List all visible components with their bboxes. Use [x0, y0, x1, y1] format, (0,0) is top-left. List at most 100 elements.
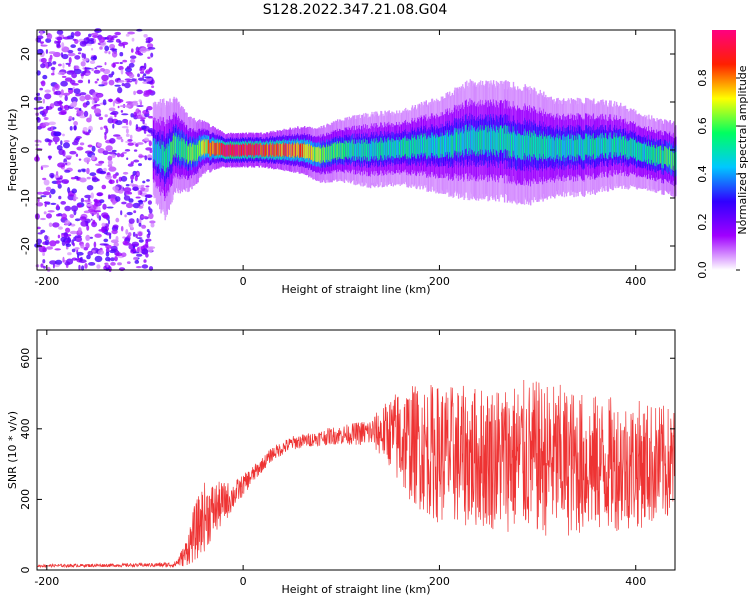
spectrogram-noise-blob: [55, 259, 63, 265]
spectrogram-noise-blob: [84, 194, 92, 199]
spectrogram-noise-blob: [119, 153, 125, 158]
spectrogram-noise-blobs: [33, 28, 156, 272]
x-tick-label: 400: [625, 275, 646, 288]
spectrogram-ridge-cell: [165, 144, 168, 169]
spectrogram-noise-blob: [145, 90, 154, 94]
spectrogram-noise-blob: [106, 40, 114, 43]
spectrogram-noise-blob: [110, 262, 116, 266]
spectrogram-noise-blob: [91, 177, 99, 183]
spectrogram-ridge-cell: [364, 142, 366, 160]
spectrogram-noise-blob: [87, 144, 93, 148]
spectrogram-noise-blob: [88, 129, 91, 134]
spectrogram-noise-blob: [112, 202, 116, 205]
spectrogram-noise-blob: [144, 76, 152, 79]
spectrogram-noise-blob: [54, 174, 59, 180]
spectrogram-noise-blob: [71, 83, 79, 86]
spectrogram-noise-blob: [103, 238, 109, 243]
spectrogram-ridge-cell: [413, 136, 416, 156]
spectrogram-noise-blob: [80, 73, 85, 77]
spectrogram-ridge-cell: [266, 143, 269, 156]
spectrogram-ridge-cell: [465, 125, 467, 150]
spectrogram-noise-blob: [94, 67, 98, 70]
spectrogram-noise-blob: [58, 111, 67, 115]
spectrogram-noise-blob: [42, 177, 47, 181]
spectrogram-noise-blob: [147, 157, 152, 161]
spectrogram-noise-blob: [145, 194, 153, 199]
spectrogram-noise-blob: [60, 201, 66, 205]
colorbar: 0.0 0.2 0.4 0.6 0.8 Normalized spectral ampl…: [696, 30, 749, 279]
spectrogram-noise-blob: [110, 257, 115, 262]
spectrogram-noise-blob: [52, 136, 60, 143]
spectrogram-noise-blob: [117, 98, 124, 103]
spectrogram-noise-blob: [50, 66, 56, 71]
spectrogram-ridge-cell: [490, 127, 493, 152]
spectrogram-noise-blob: [141, 264, 149, 269]
spectrogram-noise-blob: [57, 71, 66, 76]
spectrogram-ridge-cell: [272, 142, 274, 155]
spectrogram-noise-blob: [137, 189, 140, 196]
spectrogram-noise-blob: [49, 194, 52, 199]
spectrogram-noise-blob: [82, 169, 86, 173]
spectrogram-noise-blob: [48, 155, 51, 161]
spectrogram-noise-blob: [109, 112, 116, 115]
spectrogram-noise-blob: [57, 162, 66, 168]
spectrogram-noise-blob: [120, 225, 124, 232]
spectrogram-noise-blob: [93, 198, 98, 203]
spectrogram-ridge-cell: [173, 133, 175, 155]
spectrogram-noise-blob: [116, 152, 121, 158]
spectrogram-noise-blob: [65, 246, 69, 250]
spectrogram-noise-blob: [48, 142, 52, 146]
spectrogram-noise-blob: [85, 234, 91, 241]
spectrogram-noise-blob: [104, 134, 107, 140]
spectrogram-ridge-cell: [206, 139, 208, 154]
spectrogram-noise-blob: [133, 111, 137, 118]
spectrogram-noise-blob: [46, 213, 52, 219]
spectrogram-noise-blob: [104, 45, 110, 52]
spectrogram-noise-blob: [108, 51, 111, 55]
spectrogram-noise-blob: [132, 186, 139, 192]
spectrogram-noise-blob: [97, 249, 104, 255]
spectrogram-noise-blob: [61, 75, 67, 78]
spectrogram-noise-blob: [122, 151, 127, 154]
spectrogram-noise-blob: [50, 126, 54, 132]
colorbar-label: Normalized spectral amplitude: [736, 65, 749, 234]
spectrogram-noise-blob: [121, 252, 127, 257]
spectrogram-ridge-cell: [261, 145, 263, 157]
spectrogram-noise-blob: [95, 163, 103, 166]
spectrogram-noise-blob: [90, 56, 97, 61]
spectrogram-ridge-cell: [167, 143, 170, 167]
spectrogram-noise-blob: [57, 234, 61, 239]
spectrogram-noise-blob: [117, 262, 122, 266]
spectrogram-noise-blob: [120, 210, 123, 216]
spectrogram-noise-blob: [77, 169, 82, 173]
spectrogram-noise-blob: [90, 218, 93, 221]
spectrogram-noise-blob: [65, 243, 72, 247]
spectrogram-noise-blob: [76, 203, 82, 208]
spectrogram-noise-blob: [64, 77, 73, 82]
spectrogram-noise-blob: [138, 155, 146, 158]
spectrogram-noise-blob: [56, 180, 61, 185]
spectrogram-noise-blob: [69, 230, 78, 235]
spectrogram-noise-blob: [40, 63, 46, 69]
spectrogram-noise-blob: [86, 167, 90, 175]
spectrogram-y-ticks: -20 -10 0 10 20: [19, 47, 675, 255]
spectrogram-x-label: Height of straight line (km): [281, 283, 430, 296]
spectrogram-noise-blob: [143, 200, 146, 203]
spectrogram-noise-blob: [37, 197, 40, 203]
spectrogram-ridge-cell: [263, 143, 265, 156]
spectrogram-noise-blob: [96, 65, 103, 68]
spectrogram-noise-blob: [114, 31, 121, 36]
spectrogram-noise-blob: [46, 246, 53, 250]
y-tick-label: 10: [19, 95, 32, 109]
spectrogram-noise-blob: [135, 124, 139, 130]
spectrogram-noise-blob: [131, 78, 136, 82]
spectrogram-noise-blob: [96, 142, 103, 147]
spectrogram-noise-blob: [102, 203, 107, 210]
spectrogram-noise-blob: [60, 237, 66, 242]
spectrogram-noise-blob: [123, 44, 125, 49]
spectrogram-noise-blob: [79, 92, 87, 96]
spectrogram-noise-blob: [48, 222, 53, 228]
spectrogram-noise-blob: [127, 139, 133, 142]
spectrogram-noise-blob: [93, 69, 101, 74]
